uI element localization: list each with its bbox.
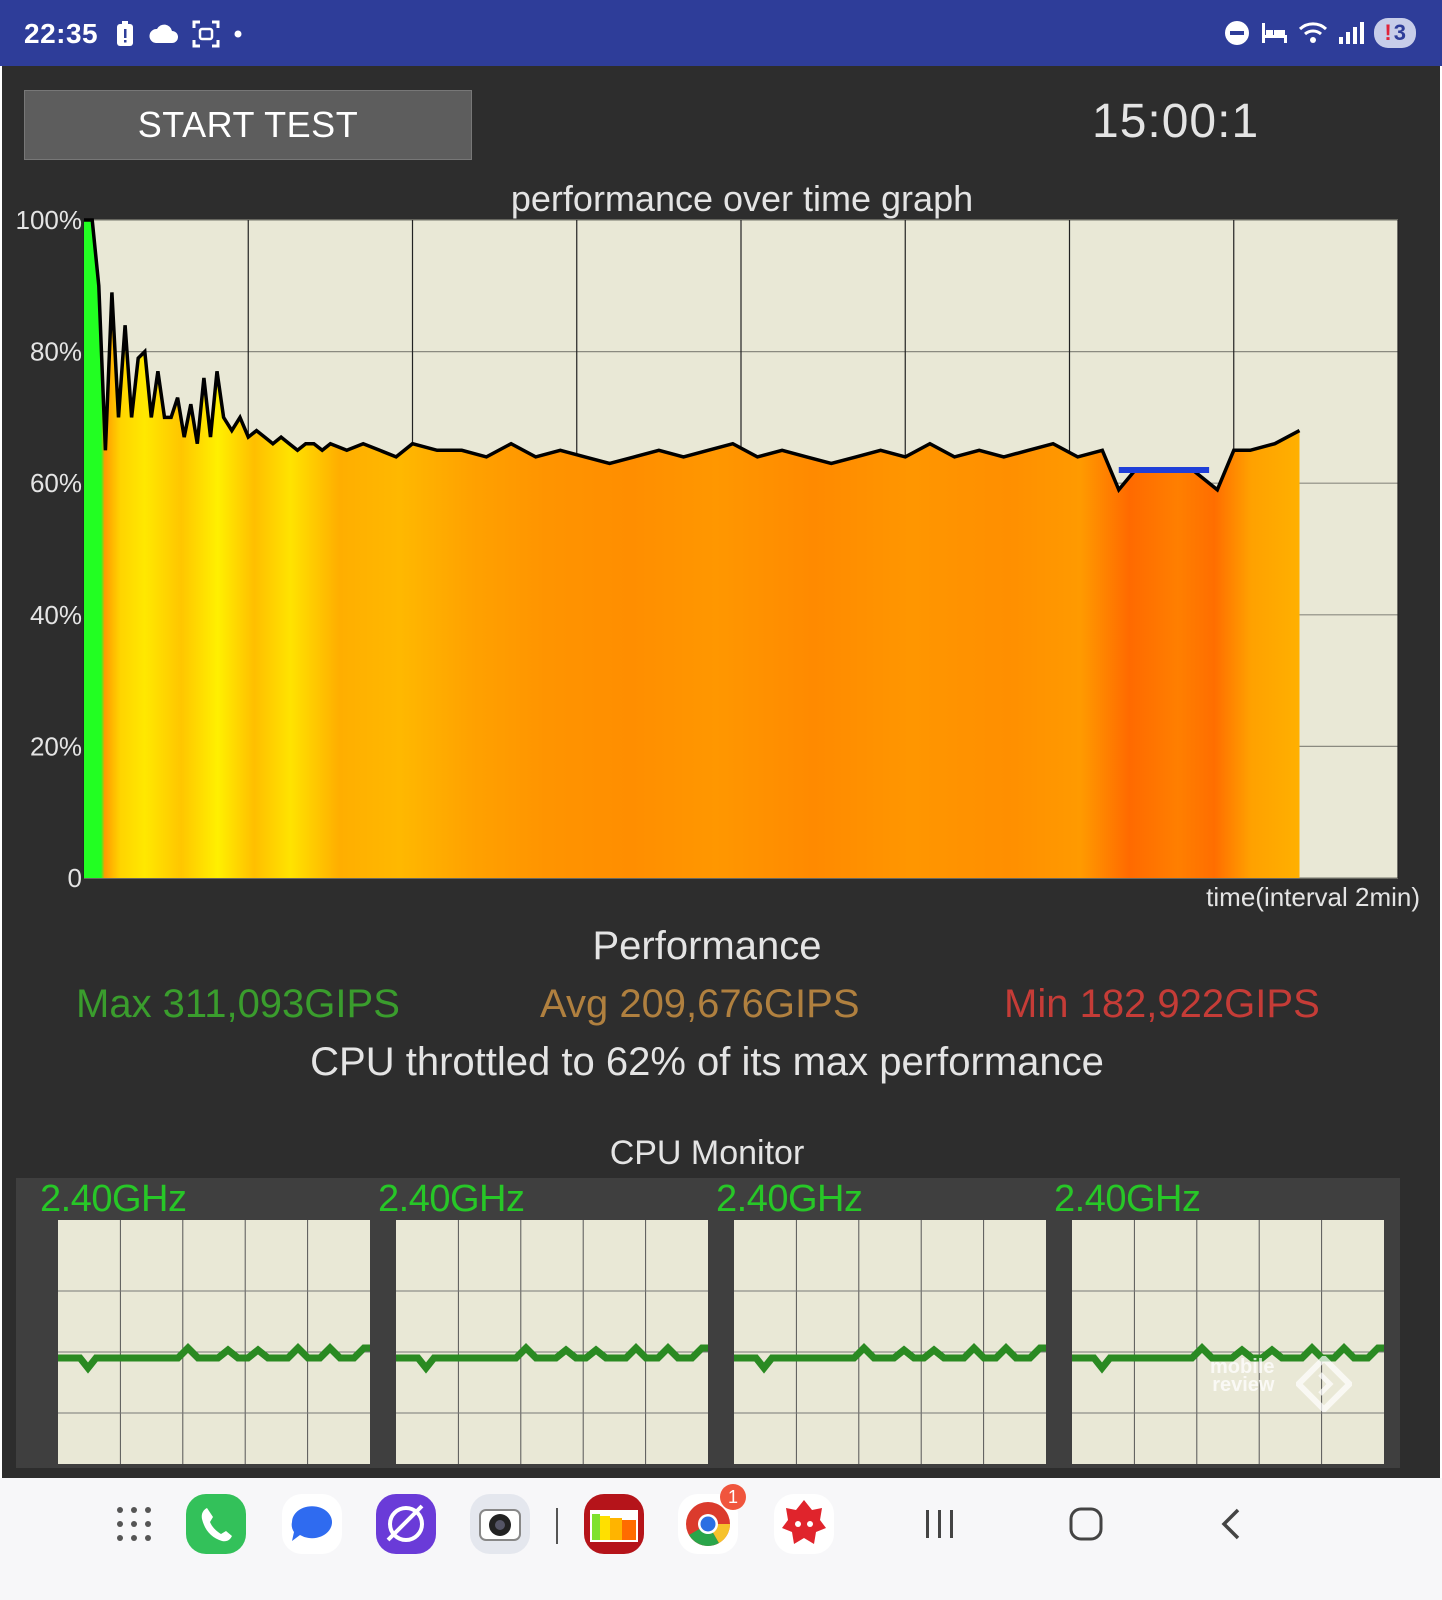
status-right-icons: ! 3 (1224, 18, 1416, 48)
navigation-bar: 1 (0, 1478, 1442, 1600)
cpu-core-freq: 2.40GHz (716, 1178, 863, 1220)
phone-app-icon[interactable] (186, 1494, 246, 1554)
cpu-core-graph (1072, 1220, 1384, 1464)
x-axis-label: time(interval 2min) (1206, 882, 1420, 912)
navbar-divider (556, 1508, 558, 1544)
performance-heading: Performance (592, 924, 822, 968)
min-performance: Min 182,922GIPS (1004, 982, 1320, 1026)
sleep-mode-icon (1262, 23, 1288, 43)
throttling-test-app-icon[interactable] (584, 1494, 644, 1554)
wifi-icon (1299, 22, 1328, 43)
cpu-core-freq: 2.40GHz (40, 1178, 187, 1220)
cpu-graph-background (396, 1220, 708, 1464)
status-time: 22:35 (24, 18, 99, 49)
cpu-core-graph (58, 1220, 370, 1464)
messages-app-icon[interactable] (282, 1494, 342, 1554)
performance-line (84, 218, 1301, 494)
battery-alert-mark: ! (1384, 20, 1392, 45)
y-tick-label: 80% (30, 337, 82, 367)
graph-heat-fill (84, 220, 1300, 878)
y-tick-label: 20% (30, 731, 82, 761)
battery-badge: ! 3 (1374, 18, 1416, 48)
screenshot-icon (192, 20, 220, 48)
watermark-line2: review (1212, 1374, 1275, 1396)
cpu-monitor-panel: 2.40GHz 2.40GHz 2.40GHz 2.40GHz (16, 1178, 1400, 1468)
dot-icon (234, 30, 242, 38)
y-tick-label: 0 (68, 863, 82, 893)
cpu-frequency-line (734, 1343, 1046, 1374)
y-tick-label: 40% (30, 600, 82, 630)
internet-app-icon[interactable] (376, 1494, 436, 1554)
cpu-monitor-heading: CPU Monitor (609, 1134, 805, 1172)
chrome-app-icon[interactable]: 1 (678, 1484, 746, 1554)
back-button[interactable] (1202, 1494, 1262, 1554)
cpu-frequency-line (396, 1343, 708, 1374)
watermark: mobile review (1210, 1356, 1275, 1396)
cpu-core-graph (396, 1220, 708, 1464)
alert-battery-icon (117, 21, 133, 46)
cpu-graph-background (1072, 1220, 1384, 1464)
start-test-button[interactable]: START TEST (24, 90, 472, 160)
avg-performance: Avg 209,676GIPS (540, 982, 860, 1026)
signal-icon (1339, 22, 1365, 44)
chrome-badge: 1 (720, 1484, 746, 1510)
y-tick-label: 100% (16, 205, 83, 235)
antutu-app-icon[interactable] (774, 1494, 834, 1554)
cpu-core-freq: 2.40GHz (378, 1178, 525, 1220)
y-tick-label: 60% (30, 468, 82, 498)
status-left-icons (116, 20, 242, 48)
home-button[interactable] (1056, 1494, 1116, 1554)
cpu-frequency-line (1072, 1343, 1384, 1374)
cpu-core-1: 2.40GHz (32, 1178, 370, 1468)
cpu-core-graph (734, 1220, 1046, 1464)
cpu-core-freq: 2.40GHz (1054, 1178, 1201, 1220)
cpu-graph-background (58, 1220, 370, 1464)
status-bar: 22:35 ! 3 (0, 0, 1442, 66)
watermark-logo-icon (1296, 1356, 1352, 1412)
cloud-icon (149, 24, 178, 43)
performance-graph: 100% 80% 60% 40% 20% 0 (16, 205, 1399, 893)
cpu-core-3: 2.40GHz (708, 1178, 1046, 1468)
camera-app-icon[interactable] (470, 1494, 530, 1554)
graph-title: performance over time graph (510, 178, 974, 219)
dnd-icon (1225, 21, 1250, 45)
throttle-summary: CPU throttled to 62% of its max performa… (310, 1040, 1104, 1084)
app-drawer-icon[interactable] (104, 1494, 164, 1554)
battery-count: 3 (1393, 20, 1406, 45)
recents-button[interactable] (910, 1494, 970, 1554)
test-timer: 15:00:1 (1092, 95, 1260, 148)
cpu-frequency-line (58, 1343, 370, 1374)
cpu-core-4: 2.40GHz (1046, 1178, 1384, 1468)
cpu-core-2: 2.40GHz (370, 1178, 708, 1468)
y-axis-ticks: 100% 80% 60% 40% 20% 0 (16, 205, 83, 893)
watermark-line1: mobile (1210, 1356, 1275, 1378)
cpu-graph-background (734, 1220, 1046, 1464)
max-performance: Max 311,093GIPS (76, 982, 400, 1026)
app-content: START TEST 15:00:1 performance over time… (2, 66, 1440, 1508)
